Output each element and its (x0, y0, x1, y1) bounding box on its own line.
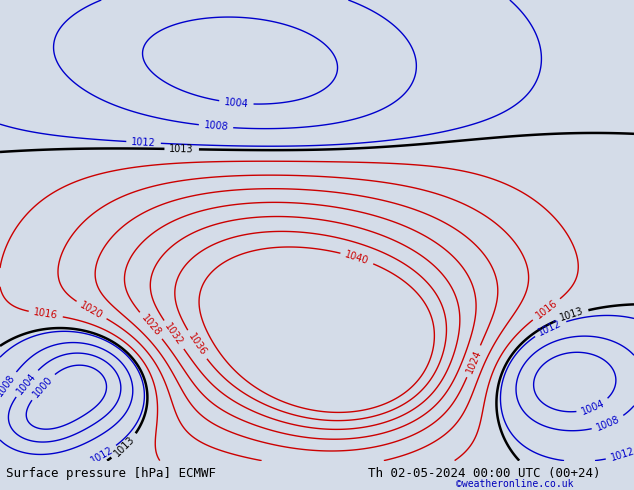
Text: 1013: 1013 (112, 434, 137, 459)
Text: 1016: 1016 (33, 307, 58, 321)
Text: 1008: 1008 (204, 121, 229, 132)
Text: 1000: 1000 (31, 374, 55, 399)
Text: 1013: 1013 (169, 144, 194, 154)
Text: 1008: 1008 (595, 415, 621, 433)
Text: Surface pressure [hPa] ECMWF: Surface pressure [hPa] ECMWF (6, 467, 216, 480)
Text: 1012: 1012 (89, 444, 115, 466)
Text: 1004: 1004 (580, 398, 606, 417)
Text: 1012: 1012 (609, 446, 634, 463)
Text: 1040: 1040 (344, 249, 370, 267)
Text: 1032: 1032 (163, 322, 185, 348)
Text: 1012: 1012 (537, 318, 564, 338)
Text: 1016: 1016 (534, 298, 559, 321)
Text: 1036: 1036 (186, 332, 208, 358)
Text: 1012: 1012 (131, 137, 156, 148)
Text: Th 02-05-2024 00:00 UTC (00+24): Th 02-05-2024 00:00 UTC (00+24) (368, 467, 600, 480)
Text: 1004: 1004 (224, 97, 249, 109)
Text: 1008: 1008 (0, 373, 17, 398)
Text: 1004: 1004 (15, 370, 38, 396)
Text: 1013: 1013 (559, 306, 585, 323)
Text: ©weatheronline.co.uk: ©weatheronline.co.uk (456, 479, 574, 489)
Text: 1024: 1024 (464, 348, 483, 375)
Text: 1028: 1028 (139, 313, 163, 338)
Text: 1020: 1020 (79, 300, 105, 320)
